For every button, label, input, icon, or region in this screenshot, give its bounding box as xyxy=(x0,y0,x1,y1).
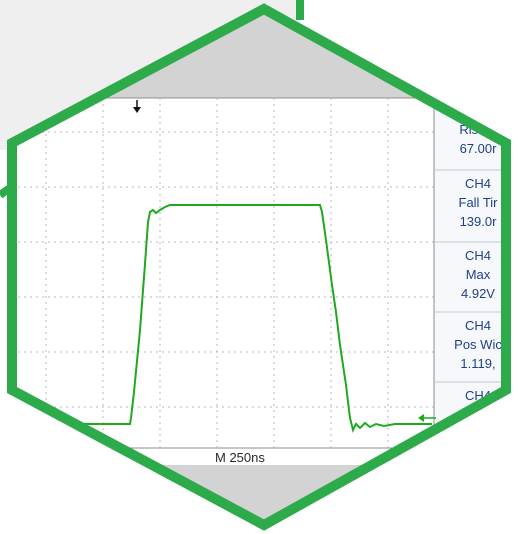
measurement-line: Fall Tir xyxy=(459,195,499,210)
measurement-line: Pos Wic xyxy=(454,337,502,352)
measurement-line: 4.92V xyxy=(461,286,495,301)
hexagon-border xyxy=(6,3,511,531)
waveform-area xyxy=(12,98,434,448)
left-arrow-icon xyxy=(418,414,436,422)
waveform-trace xyxy=(12,204,432,433)
measurement-line: 67.00r xyxy=(460,141,498,156)
measurement-line: CH4 xyxy=(465,318,491,333)
measurement-line: CH4 xyxy=(465,248,491,263)
timebase-label: M 250ns xyxy=(215,450,265,465)
measurement-line: 1.119, xyxy=(460,356,495,371)
measurement-line: Max xyxy=(466,267,491,282)
down-arrow-icon xyxy=(133,100,141,113)
measurement-line: 139.0r xyxy=(460,214,498,229)
measurement-line: CH4 xyxy=(465,176,491,191)
